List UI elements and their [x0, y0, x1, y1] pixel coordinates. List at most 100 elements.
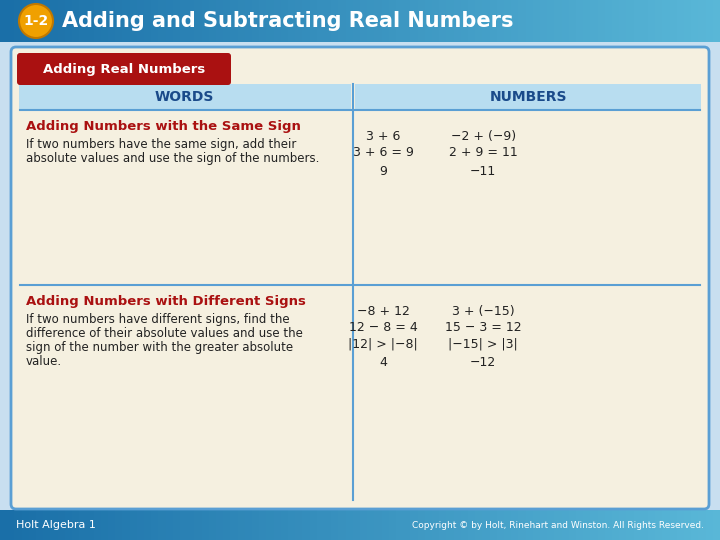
Bar [713, 0, 720, 42]
Bar [50, 0, 58, 42]
Text: value.: value. [26, 355, 62, 368]
Bar [432, 510, 440, 540]
Text: 3 + 6 = 9: 3 + 6 = 9 [353, 146, 413, 159]
Bar [425, 0, 433, 42]
Bar [245, 0, 253, 42]
Text: Adding Numbers with the Same Sign: Adding Numbers with the Same Sign [26, 120, 301, 133]
Bar [288, 0, 296, 42]
Bar [626, 0, 634, 42]
Bar [19, 84, 351, 110]
Bar [389, 510, 397, 540]
Bar [22, 0, 30, 42]
Bar [72, 0, 80, 42]
Bar [619, 510, 627, 540]
Bar [490, 0, 498, 42]
Bar [266, 0, 274, 42]
Bar [518, 510, 526, 540]
Bar [50, 510, 58, 540]
Bar [173, 0, 181, 42]
Bar [288, 510, 296, 540]
Bar [324, 510, 332, 540]
Text: −12: −12 [470, 356, 496, 369]
Bar [29, 510, 37, 540]
Text: If two numbers have the same sign, add their: If two numbers have the same sign, add t… [26, 138, 297, 151]
Bar [684, 0, 692, 42]
Text: |−15| > |3|: |−15| > |3| [449, 337, 518, 350]
Bar [166, 0, 174, 42]
Text: 1-2: 1-2 [23, 14, 49, 28]
Bar [259, 510, 267, 540]
Bar [418, 510, 426, 540]
Text: Adding Real Numbers: Adding Real Numbers [43, 63, 205, 76]
Bar [698, 0, 706, 42]
Bar [0, 0, 8, 42]
Bar [202, 510, 210, 540]
Bar [662, 0, 670, 42]
Bar [612, 510, 620, 540]
Bar [94, 0, 102, 42]
Bar [230, 510, 238, 540]
Text: absolute values and use the sign of the numbers.: absolute values and use the sign of the … [26, 152, 320, 165]
Bar [410, 0, 418, 42]
Bar [36, 0, 44, 42]
Bar [355, 84, 701, 110]
Bar [461, 510, 469, 540]
Bar [533, 0, 541, 42]
Bar [497, 510, 505, 540]
Text: 15 − 3 = 12: 15 − 3 = 12 [445, 321, 521, 334]
Bar [461, 0, 469, 42]
Bar [634, 510, 642, 540]
Bar [482, 510, 490, 540]
Bar [540, 0, 548, 42]
Bar [662, 510, 670, 540]
Bar [504, 510, 512, 540]
Text: |12| > |−8|: |12| > |−8| [348, 337, 418, 350]
Bar [72, 510, 80, 540]
Bar [490, 510, 498, 540]
Bar [187, 0, 195, 42]
Bar [533, 510, 541, 540]
Bar [346, 0, 354, 42]
Bar [209, 510, 217, 540]
Bar [216, 0, 224, 42]
Bar [677, 510, 685, 540]
Bar [598, 0, 606, 42]
Bar [382, 0, 390, 42]
Text: 4: 4 [379, 356, 387, 369]
Bar [569, 0, 577, 42]
Bar [353, 0, 361, 42]
Text: If two numbers have different signs, find the: If two numbers have different signs, fin… [26, 313, 289, 326]
Bar [468, 510, 476, 540]
Bar [360, 0, 368, 42]
Bar [137, 510, 145, 540]
Text: 9: 9 [379, 165, 387, 178]
Bar [180, 510, 188, 540]
Bar [605, 0, 613, 42]
Bar [266, 510, 274, 540]
Text: 2 + 9 = 11: 2 + 9 = 11 [449, 146, 518, 159]
Bar [547, 510, 555, 540]
Bar [274, 0, 282, 42]
Bar [101, 0, 109, 42]
Bar [691, 0, 699, 42]
Bar [526, 0, 534, 42]
Bar [590, 510, 598, 540]
Bar [374, 510, 382, 540]
Bar [331, 510, 339, 540]
Bar [101, 510, 109, 540]
Bar [302, 0, 310, 42]
Bar [259, 0, 267, 42]
Bar [641, 510, 649, 540]
Bar [144, 0, 152, 42]
Bar [223, 510, 231, 540]
Bar [151, 0, 159, 42]
Bar [648, 510, 656, 540]
Bar [367, 0, 375, 42]
Bar [439, 510, 447, 540]
Text: Holt Algebra 1: Holt Algebra 1 [16, 520, 96, 530]
Bar [202, 0, 210, 42]
Text: sign of the number with the greater absolute: sign of the number with the greater abso… [26, 341, 293, 354]
Text: WORDS: WORDS [155, 90, 215, 104]
Bar [281, 0, 289, 42]
Bar [706, 510, 714, 540]
